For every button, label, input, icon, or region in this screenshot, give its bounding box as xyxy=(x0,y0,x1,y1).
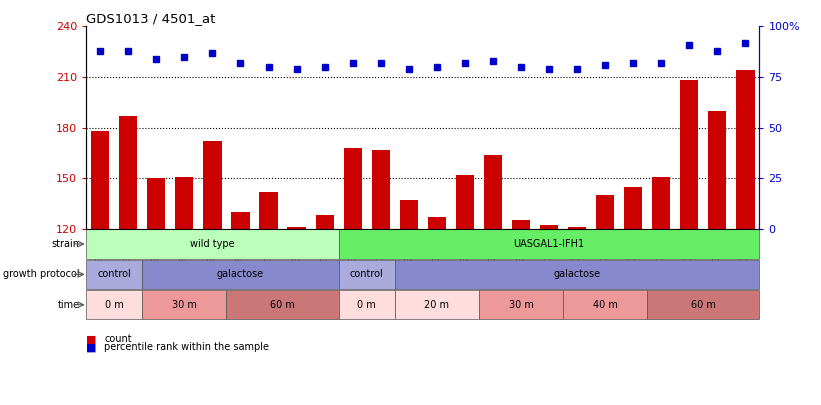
Bar xyxy=(647,290,759,319)
Bar xyxy=(338,229,759,259)
Bar xyxy=(86,229,338,259)
Text: time: time xyxy=(57,300,80,310)
Text: wild type: wild type xyxy=(190,239,235,249)
Text: strain: strain xyxy=(52,239,80,249)
Bar xyxy=(395,260,759,289)
Text: count: count xyxy=(104,334,132,344)
Bar xyxy=(119,116,137,229)
Text: galactose: galactose xyxy=(217,269,264,279)
Bar xyxy=(86,290,142,319)
Text: 40 m: 40 m xyxy=(593,300,617,310)
Text: UASGAL1-IFH1: UASGAL1-IFH1 xyxy=(513,239,585,249)
Bar xyxy=(511,220,530,229)
Bar xyxy=(204,141,222,229)
Bar xyxy=(91,131,109,229)
Text: ■: ■ xyxy=(86,342,97,352)
Bar xyxy=(287,227,305,229)
Bar xyxy=(456,175,474,229)
Bar xyxy=(259,192,277,229)
Text: galactose: galactose xyxy=(553,269,601,279)
Bar xyxy=(479,290,563,319)
Bar xyxy=(343,148,362,229)
Bar xyxy=(338,290,395,319)
Text: 0 m: 0 m xyxy=(105,300,124,310)
Bar xyxy=(709,111,727,229)
Bar xyxy=(175,177,194,229)
Text: 60 m: 60 m xyxy=(691,300,716,310)
Bar xyxy=(147,178,166,229)
Text: 20 m: 20 m xyxy=(424,300,449,310)
Text: GDS1013 / 4501_at: GDS1013 / 4501_at xyxy=(86,12,216,25)
Bar xyxy=(596,195,614,229)
Text: growth protocol: growth protocol xyxy=(2,269,80,279)
Bar xyxy=(142,260,338,289)
Bar xyxy=(484,155,502,229)
Bar xyxy=(624,187,642,229)
Bar xyxy=(232,212,250,229)
Text: 0 m: 0 m xyxy=(357,300,376,310)
Bar xyxy=(428,217,446,229)
Bar xyxy=(142,290,227,319)
Bar xyxy=(338,260,395,289)
Bar xyxy=(652,177,671,229)
Bar xyxy=(400,200,418,229)
Text: control: control xyxy=(98,269,131,279)
Bar xyxy=(568,227,586,229)
Text: 30 m: 30 m xyxy=(508,300,534,310)
Bar xyxy=(736,70,754,229)
Bar xyxy=(680,80,699,229)
Bar xyxy=(563,290,647,319)
Bar xyxy=(395,290,479,319)
Bar xyxy=(227,290,338,319)
Bar xyxy=(372,149,390,229)
Text: 60 m: 60 m xyxy=(270,300,295,310)
Bar xyxy=(540,226,558,229)
Bar xyxy=(315,215,334,229)
Bar xyxy=(86,260,142,289)
Text: ■: ■ xyxy=(86,334,97,344)
Text: 30 m: 30 m xyxy=(172,300,197,310)
Text: percentile rank within the sample: percentile rank within the sample xyxy=(104,342,269,352)
Text: control: control xyxy=(350,269,383,279)
